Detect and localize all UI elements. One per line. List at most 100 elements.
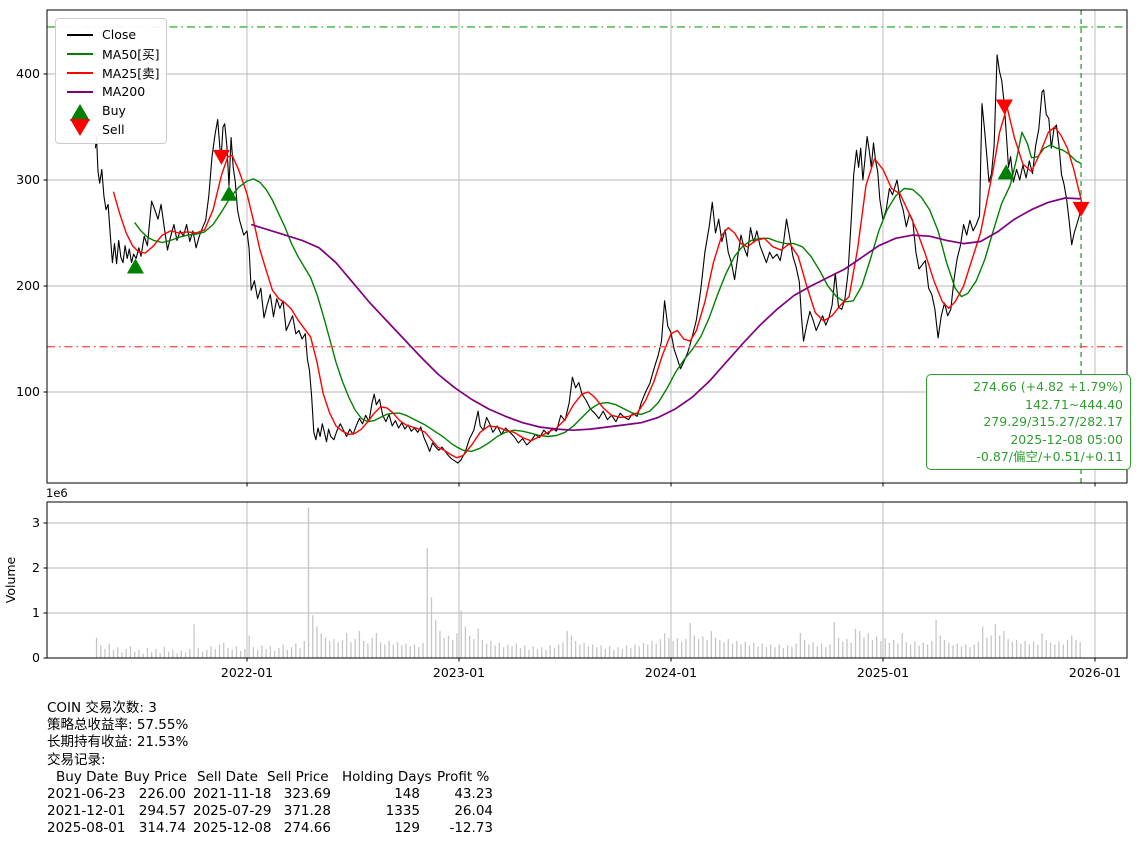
- volume-bar: [591, 644, 594, 658]
- volume-bar: [312, 615, 314, 658]
- volume-bar: [659, 639, 662, 658]
- volume-bar: [994, 624, 997, 658]
- volume-bar: [999, 635, 1001, 658]
- volume-bar: [562, 642, 564, 658]
- holding-days: 1335: [385, 803, 420, 820]
- volume-bar: [172, 649, 174, 658]
- ma25-line: [112, 106, 1083, 459]
- volume-bar: [108, 643, 110, 658]
- volume-bar: [621, 649, 623, 658]
- buy-marker: [997, 164, 1015, 180]
- volume-bar: [664, 633, 666, 658]
- hold-return-line: 长期持有收益: 21.53%: [47, 734, 189, 751]
- volume-bar: [1015, 640, 1018, 658]
- x-tick-label: 2022-01: [221, 665, 273, 680]
- volume-bar: [914, 641, 916, 658]
- volume-bar: [401, 645, 403, 658]
- profit-pct: -12.73: [449, 820, 493, 837]
- volume-bar: [587, 646, 590, 658]
- volume-bar: [358, 631, 361, 658]
- volume-bar: [723, 642, 725, 658]
- volume-bar: [613, 649, 615, 658]
- volume-bar: [485, 643, 488, 658]
- volume-bar: [770, 644, 772, 658]
- volume-bar: [129, 646, 132, 658]
- volume-bar: [689, 622, 691, 658]
- legend-item-close: Close: [64, 25, 158, 44]
- volume-bar: [1045, 640, 1047, 658]
- volume-bar: [176, 653, 178, 658]
- volume-bar: [316, 626, 318, 658]
- volume-bar: [307, 507, 310, 658]
- volume-bar: [163, 646, 166, 658]
- volume-bar: [265, 649, 267, 658]
- volume-bar: [736, 640, 738, 658]
- volume-bar: [1003, 631, 1005, 658]
- ma50-line-icon: [64, 52, 96, 55]
- legend-item-sell: Sell: [64, 119, 158, 139]
- volume-bar: [553, 648, 556, 658]
- volume-bar: [604, 649, 606, 658]
- volume-bar: [638, 646, 640, 658]
- volume-bar: [969, 647, 971, 658]
- volume-bar: [197, 648, 199, 658]
- volume-bar: [201, 651, 204, 658]
- y-tick-label: 400: [16, 66, 40, 81]
- volume-bar: [104, 649, 106, 658]
- volume-bar: [388, 640, 390, 658]
- volume-bar: [1058, 641, 1060, 658]
- volume-bar: [460, 610, 462, 658]
- close-line-icon: [64, 33, 96, 36]
- volume-bar: [418, 647, 420, 658]
- volume-bar: [1007, 639, 1009, 658]
- volume-bar: [371, 637, 373, 658]
- volume-bar: [744, 641, 746, 658]
- volume-bar: [893, 640, 895, 658]
- volume-bar: [1020, 643, 1022, 658]
- volume-bar: [952, 645, 954, 658]
- volume-bar: [668, 637, 670, 658]
- volume-bar: [138, 649, 140, 658]
- volume-bar: [960, 646, 963, 658]
- sell-marker: [1072, 201, 1090, 217]
- volume-bar: [965, 644, 967, 658]
- trade-table: Buy Date Buy Price Sell Date Sell Price …: [47, 769, 607, 838]
- col-profit-pct: Profit %: [437, 768, 490, 785]
- col-sell-date: Sell Date: [197, 768, 258, 785]
- sell-marker: [995, 99, 1013, 115]
- volume-bar: [842, 641, 844, 658]
- volume-bar: [333, 639, 335, 658]
- volume-bar: [346, 633, 348, 658]
- annotation-datetime: 2025-12-08 05:00: [1010, 431, 1123, 447]
- trade-row: 2021-06-23 226.00 2021-11-18 323.69 148 …: [47, 786, 607, 803]
- volume-bar: [180, 650, 182, 658]
- sell-date: 2021-11-18: [193, 786, 272, 802]
- volume-bar: [278, 648, 280, 658]
- volume-bar: [986, 637, 988, 658]
- volume-bar: [286, 649, 288, 658]
- volume-bar: [1066, 640, 1069, 658]
- volume-bar: [888, 642, 891, 658]
- legend-label: MA25[卖]: [102, 66, 160, 81]
- volume-bar: [545, 649, 547, 658]
- volume-bar: [290, 647, 293, 658]
- volume-bar: [778, 644, 780, 658]
- volume-bar: [303, 640, 305, 658]
- volume-bar: [452, 640, 454, 658]
- volume-bar: [774, 647, 776, 658]
- volume-bar: [859, 631, 861, 658]
- volume-bar: [697, 639, 700, 658]
- volume-bar: [761, 643, 763, 658]
- holding-days: 148: [394, 786, 420, 802]
- price-panel-border: [46, 9, 1128, 484]
- volume-bar: [282, 644, 284, 658]
- volume-bar: [1024, 640, 1026, 658]
- legend-label: Sell: [102, 122, 125, 137]
- volume-bar: [422, 642, 424, 658]
- volume-bar: [740, 644, 742, 658]
- sell-triangle-icon: [64, 119, 96, 136]
- volume-bar: [367, 643, 369, 658]
- volume-bar: [269, 646, 272, 658]
- volume-bar: [630, 648, 632, 658]
